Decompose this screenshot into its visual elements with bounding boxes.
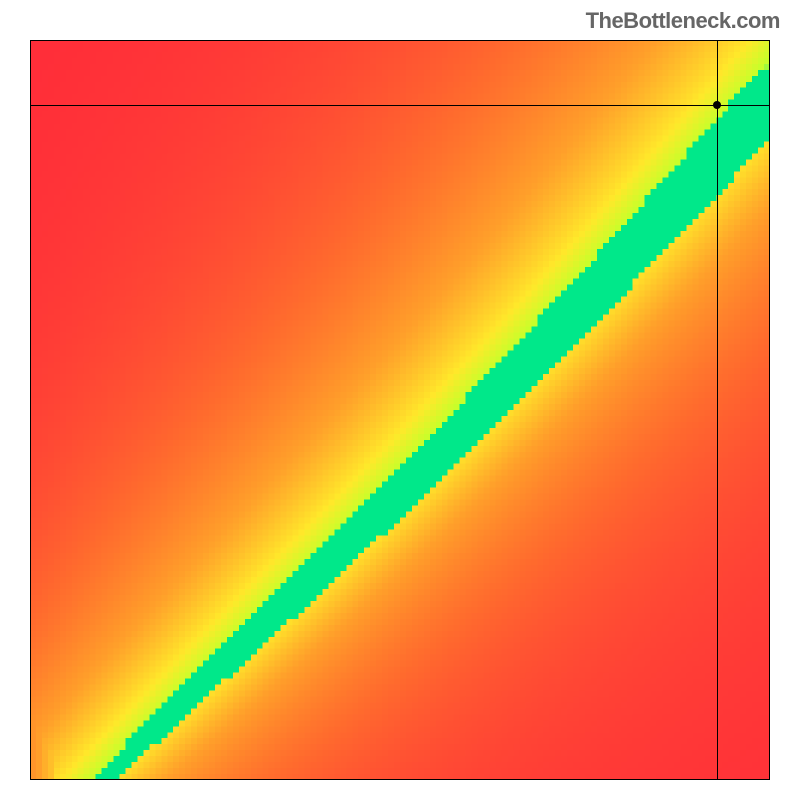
chart-container: { "watermark": { "text": "TheBottleneck.…: [0, 0, 800, 800]
heatmap-canvas: [30, 40, 770, 780]
watermark-text: TheBottleneck.com: [586, 8, 780, 34]
crosshair-vertical: [717, 40, 718, 780]
heatmap-chart: [30, 40, 770, 780]
crosshair-horizontal: [30, 105, 770, 106]
crosshair-point[interactable]: [713, 101, 721, 109]
